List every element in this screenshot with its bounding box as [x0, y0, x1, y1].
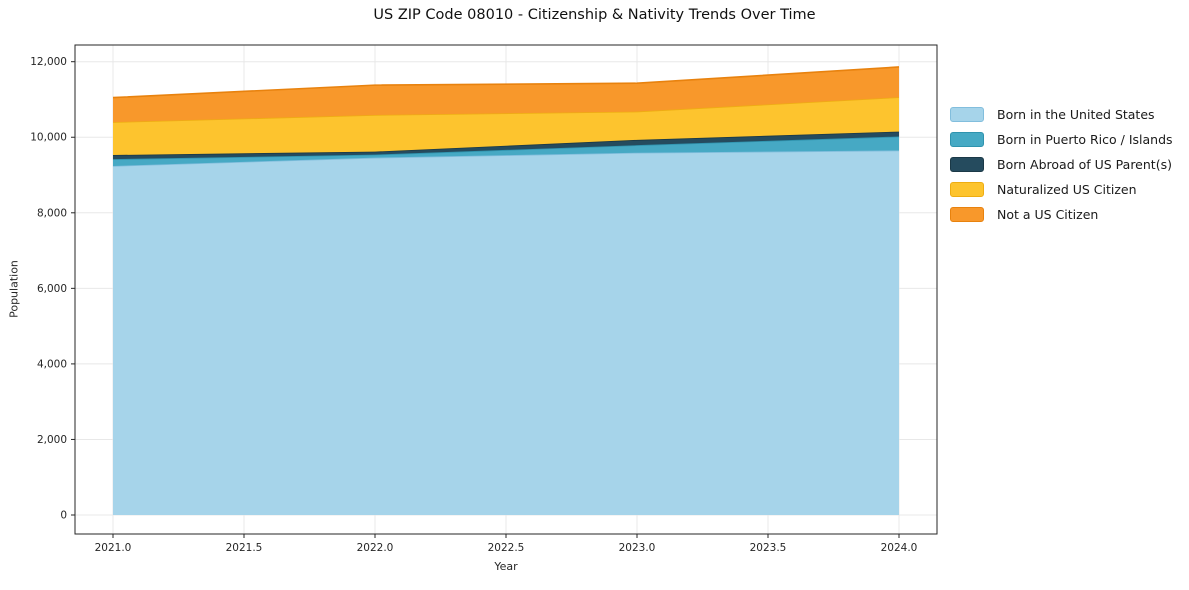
x-tick-label: 2023.5 [750, 542, 787, 554]
y-axis: 0 2,000 4,000 6,000 8,000 10,000 12,000 [30, 56, 75, 521]
legend-label: Born in the United States [997, 107, 1155, 122]
legend-label: Not a US Citizen [997, 207, 1099, 222]
legend-swatch-icon [950, 157, 984, 172]
x-tick-label: 2024.0 [881, 542, 918, 554]
legend-swatch-icon [950, 207, 984, 222]
legend-label: Naturalized US Citizen [997, 182, 1137, 197]
y-tick-label: 2,000 [37, 434, 67, 446]
legend-item-not-a-us-citizen: Not a US Citizen [950, 202, 1173, 227]
x-tick-label: 2021.5 [226, 542, 263, 554]
x-tick-label: 2021.0 [95, 542, 132, 554]
y-tick-label: 0 [60, 509, 67, 521]
legend-item-naturalized-us-citizen: Naturalized US Citizen [950, 177, 1173, 202]
legend-label: Born Abroad of US Parent(s) [997, 157, 1172, 172]
area-edge-born-in-the-united-states [112, 149, 900, 167]
x-axis-label: Year [494, 560, 518, 573]
legend-swatch-icon [950, 107, 984, 122]
y-tick-label: 4,000 [37, 358, 67, 370]
y-axis-label: Population [7, 260, 21, 318]
stacked-areas [112, 66, 900, 515]
x-tick-label: 2022.0 [357, 542, 394, 554]
y-tick-label: 10,000 [30, 132, 67, 144]
legend-item-born-abroad-of-us-parent-s: Born Abroad of US Parent(s) [950, 152, 1173, 177]
x-axis: 2021.0 2021.5 2022.0 2022.5 2023.0 2023.5 2024… [95, 534, 918, 554]
area-not-a-us-citizen [112, 66, 900, 123]
area-born-in-puerto-rico-islands [112, 136, 900, 166]
legend-swatch-icon [950, 182, 984, 197]
y-tick-label: 12,000 [30, 56, 67, 68]
chart-title: US ZIP Code 08010 - Citizenship & Nativi… [373, 7, 816, 23]
y-tick-label: 8,000 [37, 207, 67, 219]
legend-item-born-in-puerto-rico-islands: Born in Puerto Rico / Islands [950, 127, 1173, 152]
y-tick-label: 6,000 [37, 283, 67, 295]
area-edge-not-a-us-citizen [112, 66, 900, 99]
area-naturalized-us-citizen [112, 97, 900, 156]
area-born-in-the-united-states [112, 150, 900, 515]
x-tick-label: 2022.5 [488, 542, 525, 554]
legend-item-born-in-the-united-states: Born in the United States [950, 102, 1173, 127]
x-tick-label: 2023.0 [619, 542, 656, 554]
legend-swatch-icon [950, 132, 984, 147]
legend: Born in the United States Born in Puerto … [950, 102, 1173, 227]
legend-label: Born in Puerto Rico / Islands [997, 132, 1173, 147]
